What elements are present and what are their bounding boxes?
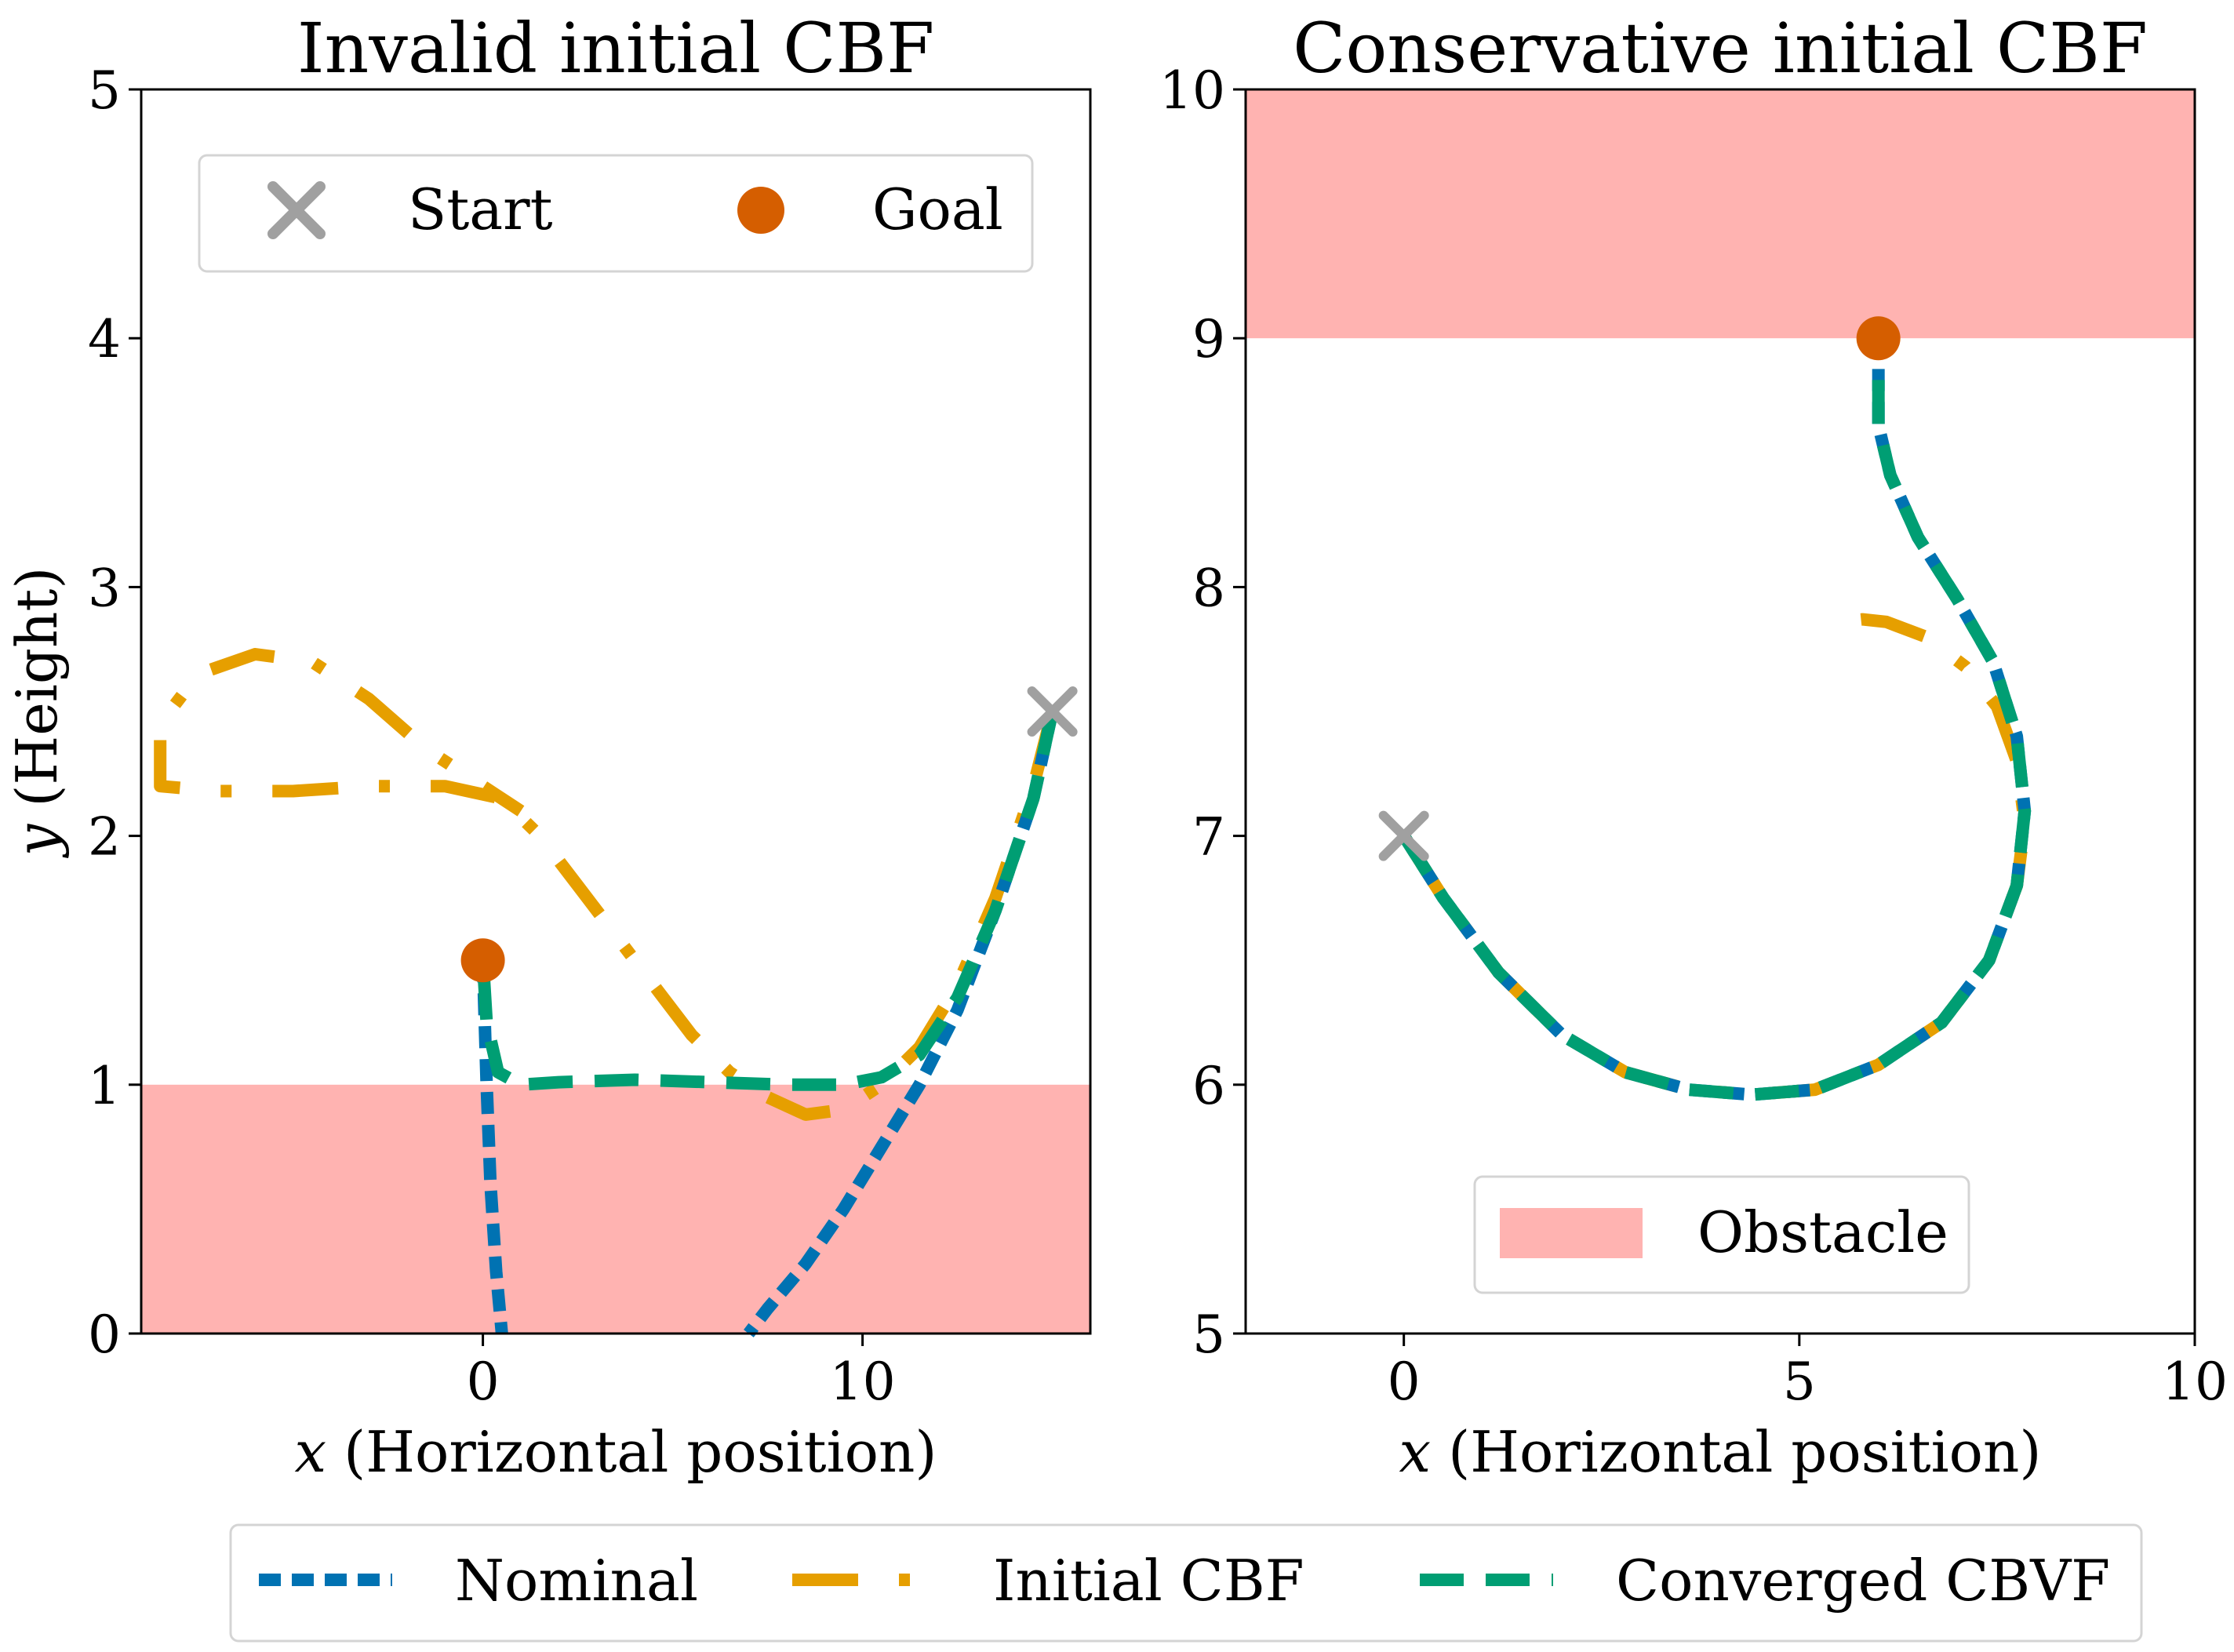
left-initial-trajectory-2 (154, 648, 1059, 1121)
left-y-tick-label: 5 (88, 60, 121, 121)
bottom-legend-box (229, 1523, 2143, 1643)
left-obstacle-region (141, 1084, 1090, 1334)
right-x-tick-label: 5 (1783, 1352, 1816, 1412)
left-legend: Start Goal (198, 154, 1034, 273)
right-y-tick-label: 7 (1192, 807, 1225, 868)
right-initial-trajectory-1 (1398, 613, 2032, 1101)
start-legend-marker (267, 181, 326, 239)
right-legend-box (1473, 1175, 1970, 1294)
initial-legend-label: Initial CBF (993, 1548, 1304, 1614)
right-x-tick-label: 10 (2162, 1352, 2228, 1412)
converged-legend-label: Converged CBVF (1616, 1548, 2110, 1614)
right-start-marker (1378, 810, 1429, 861)
right-y-tick-label: 5 (1192, 1304, 1225, 1365)
right-x-tick-label: 0 (1388, 1352, 1421, 1412)
left-x-tick-label: 0 (467, 1352, 500, 1412)
right-legend: Obstacle (1473, 1175, 1970, 1294)
right-converged-trajectory-2 (1398, 338, 2032, 1101)
start-legend-label: Start (408, 176, 553, 242)
goal-legend-marker (737, 187, 784, 234)
goal-legend-label: Goal (872, 176, 1003, 242)
left-converged-trajectory-3 (476, 710, 1059, 1091)
right-obstacle-region (1246, 89, 2195, 339)
obstacle-legend-label: Obstacle (1697, 1199, 1948, 1265)
left-plot-frame (140, 88, 1092, 1335)
left-y-tick-label: 3 (88, 558, 121, 618)
left-y-tick-label: 4 (88, 309, 121, 369)
right-y-tick-label: 8 (1192, 558, 1225, 618)
left-goal-marker (460, 938, 505, 983)
obstacle-legend-swatch (1500, 1208, 1643, 1258)
right-nominal-trajectory-0 (1398, 338, 2032, 1101)
left-chart: 0 10 0 1 2 3 4 5 Invalid initial CBF x (Horizont… (4, 8, 1092, 1485)
right-x-axis-label: x (Horizontal position) (1399, 1419, 2042, 1485)
left-y-tick-label: 1 (88, 1056, 121, 1116)
right-y-tick-label: 6 (1192, 1056, 1225, 1116)
right-plot-frame (1244, 88, 2196, 1335)
left-x-axis-label: x (Horizontal position) (295, 1419, 937, 1485)
bottom-legend: Nominal Initial CBF Converged CBVF (229, 1523, 2143, 1643)
left-chart-title: Invalid initial CBF (297, 8, 934, 89)
left-x-tick-label: 10 (830, 1352, 896, 1412)
left-y-axis-label: y(Height) (4, 567, 70, 859)
right-y-tick-label: 10 (1159, 60, 1225, 121)
nominal-legend-label: Nominal (455, 1548, 698, 1614)
left-start-marker (1027, 686, 1078, 737)
right-chart: 0 5 10 5 6 7 8 9 10 Conservative initial CBF x (H… (1159, 8, 2228, 1485)
right-y-tick-label: 9 (1192, 309, 1225, 369)
right-goal-marker (1856, 316, 1901, 361)
left-y-tick-label: 2 (88, 807, 121, 868)
left-y-tick-label: 0 (88, 1304, 121, 1365)
right-chart-title: Conservative initial CBF (1293, 8, 2148, 89)
left-legend-box (198, 154, 1034, 273)
